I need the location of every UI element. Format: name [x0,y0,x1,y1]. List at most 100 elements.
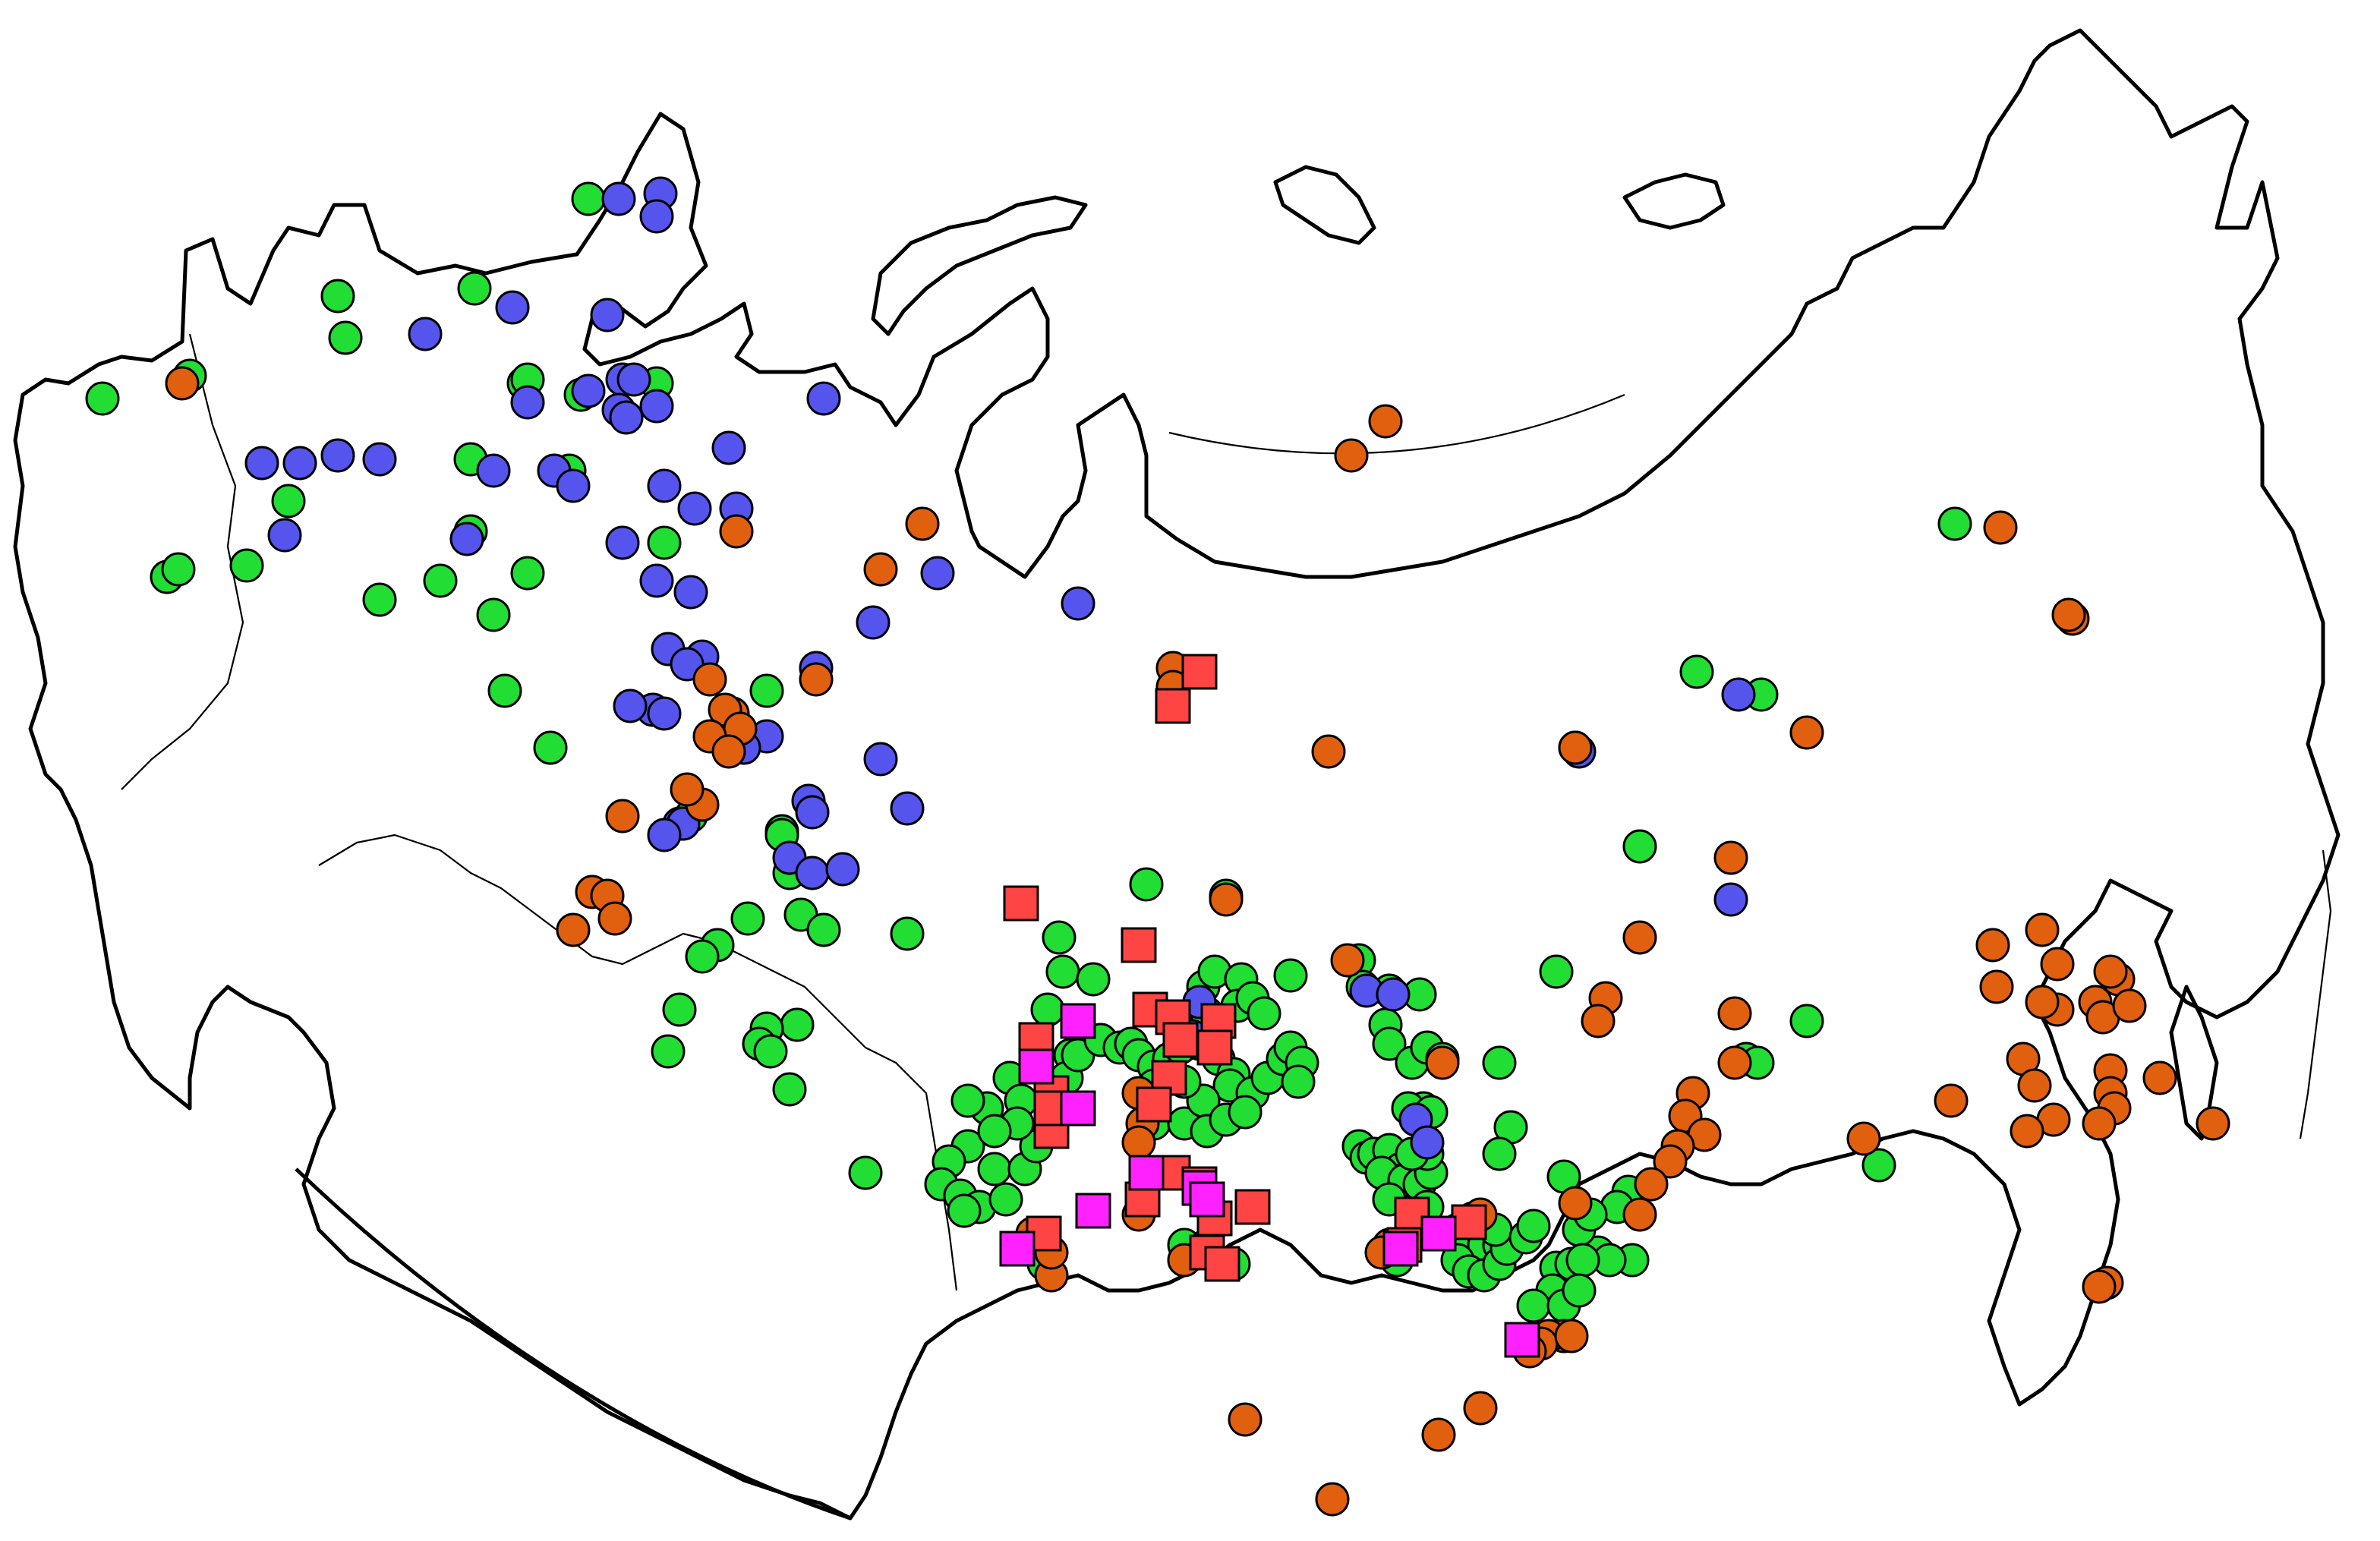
green-circle-marker [772,1072,807,1107]
green-circle-marker [1076,962,1111,997]
blue-circle-marker [647,696,682,731]
orange-circle-marker [2040,947,2075,982]
blue-circle-marker [856,605,891,640]
orange-circle-marker [1979,969,2014,1004]
green-circle-marker [647,525,682,560]
red-square-marker [1003,885,1039,922]
blue-circle-marker [639,199,674,234]
northern-arc-line [1168,393,1625,455]
novaya-zemlya-island [871,195,1088,336]
blue-circle-marker [495,290,530,325]
green-circle-marker [1539,954,1574,989]
red-square-marker [1451,1204,1487,1240]
blue-circle-marker [647,468,682,503]
orange-circle-marker [2112,988,2147,1023]
red-square-marker [1121,927,1157,963]
orange-circle-marker [1315,1482,1350,1517]
blue-circle-marker [1713,882,1748,917]
blue-circle-marker [639,389,674,424]
green-circle-marker [1372,1026,1407,1061]
blue-circle-marker [795,856,830,890]
green-circle-marker [161,552,196,587]
orange-circle-marker [1558,730,1593,765]
orange-circle-marker [799,662,834,697]
magenta-square-marker [1189,1181,1225,1218]
green-circle-marker [487,673,522,708]
blue-circle-marker [920,556,955,591]
orange-circle-marker [711,734,746,769]
orange-circle-marker [2082,1106,2117,1141]
blue-circle-marker [510,385,545,420]
green-circle-marker [1516,1209,1551,1243]
orange-circle-marker [597,901,632,936]
green-circle-marker [476,597,511,632]
green-circle-marker [362,582,397,617]
green-circle-marker [320,279,355,314]
green-circle-marker [651,1034,686,1069]
blue-circle-marker [605,525,640,560]
blue-circle-marker [571,373,606,408]
orange-circle-marker [1634,1167,1669,1202]
green-circle-marker [1679,654,1714,689]
blue-circle-marker [449,522,484,556]
orange-circle-marker [165,366,200,401]
orange-circle-marker [1330,943,1365,978]
magenta-square-marker [1060,1003,1096,1039]
blue-circle-marker [890,791,925,826]
orange-circle-marker [1653,1144,1688,1179]
blue-circle-marker [408,317,443,351]
green-circle-marker [1937,506,1972,541]
green-circle-marker [947,1193,982,1228]
green-circle-marker [685,939,720,974]
orange-circle-marker [1334,438,1369,473]
blue-circle-marker [1061,586,1095,621]
green-circle-marker [1228,1095,1263,1130]
green-circle-marker [271,484,306,518]
blue-circle-marker [476,453,511,488]
green-circle-marker [571,181,606,216]
orange-circle-marker [2196,1106,2230,1141]
magenta-square-marker [999,1231,1036,1267]
green-circle-marker [730,901,765,936]
green-circle-marker [229,548,264,583]
southern-frame-arc [295,1168,851,1521]
blue-circle-marker [601,181,636,216]
blue-circle-marker [244,446,279,481]
green-circle-marker [977,1114,1012,1149]
blue-circle-marker [267,518,302,553]
sakhalin-island [2169,985,2219,1141]
blue-circle-marker [320,438,355,473]
red-square-marker [1136,1086,1172,1123]
orange-circle-marker [2010,1114,2044,1149]
orange-circle-marker [1975,928,2010,963]
western-internal-border [121,333,244,790]
magenta-square-marker [1018,1048,1054,1085]
green-circle-marker [1030,992,1065,1027]
orange-circle-marker [692,662,727,697]
new-siberian-islands [1622,172,1726,230]
orange-circle-marker [1209,882,1244,917]
green-circle-marker [457,271,492,306]
red-square-marker [1181,654,1218,690]
orange-circle-marker [556,912,591,947]
orange-circle-marker [1717,996,1752,1031]
blue-circle-marker [806,381,841,416]
orange-circle-marker [1622,920,1657,955]
orange-circle-marker [1558,1186,1593,1221]
green-circle-marker [1789,1004,1824,1038]
orange-circle-marker [1421,1417,1456,1452]
green-circle-marker [423,563,458,598]
orange-circle-marker [1846,1121,1881,1156]
orange-circle-marker [1717,1045,1752,1080]
marker-layer [85,176,2230,1517]
blue-circle-marker [616,362,651,397]
green-circle-marker [1281,1064,1316,1099]
blue-circle-marker [613,689,648,723]
orange-circle-marker [1463,1391,1498,1426]
blue-circle-marker [795,795,830,830]
green-circle-marker [890,916,925,951]
blue-circle-marker [863,742,898,777]
blue-circle-marker [673,575,708,610]
orange-circle-marker [2025,912,2060,947]
green-circle-marker [977,1152,1012,1186]
